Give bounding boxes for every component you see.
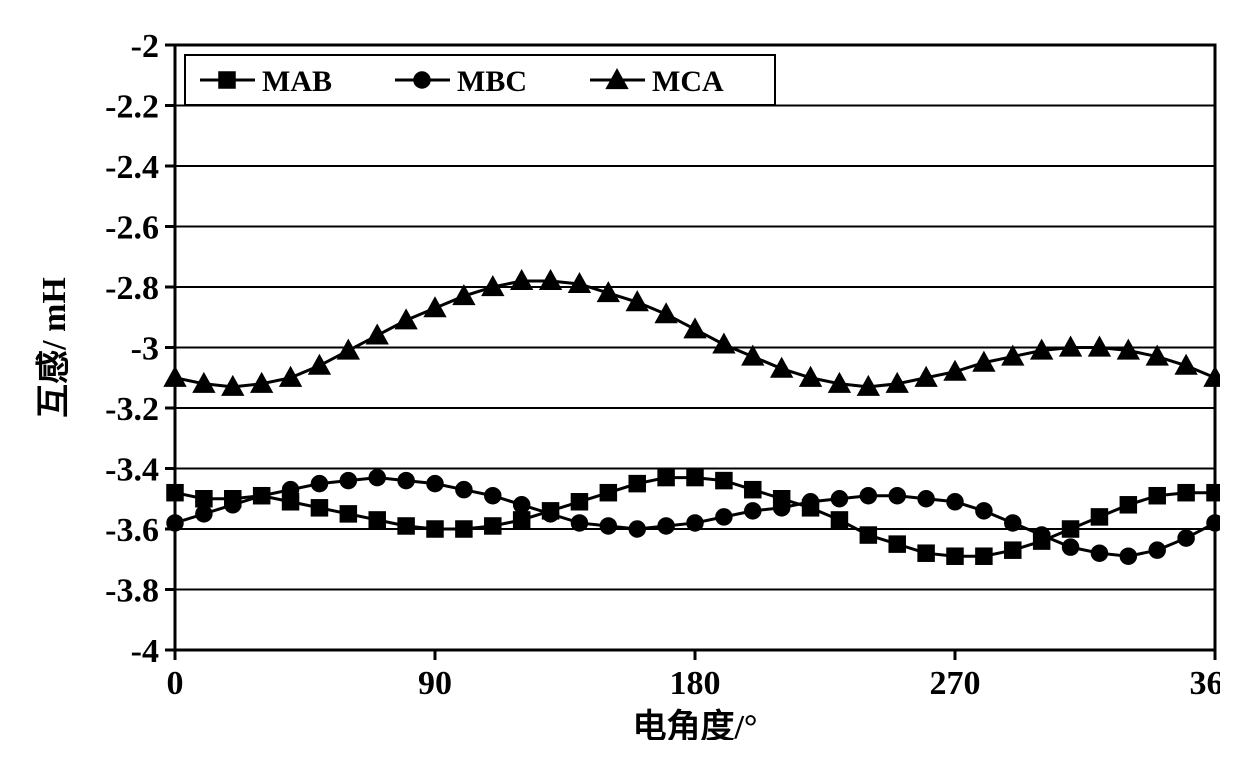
svg-text:-2.6: -2.6 xyxy=(105,210,159,247)
svg-text:-2.4: -2.4 xyxy=(105,149,159,186)
svg-text:-3.2: -3.2 xyxy=(105,391,159,428)
svg-text:180: 180 xyxy=(670,665,721,702)
svg-text:0: 0 xyxy=(167,665,184,702)
svg-text:360: 360 xyxy=(1190,665,1221,702)
y-axis-label: 互感/ mH xyxy=(35,277,73,418)
svg-text:-2: -2 xyxy=(131,28,159,65)
svg-text:-2.2: -2.2 xyxy=(105,89,159,126)
x-axis-label: 电角度/° xyxy=(632,708,757,740)
line-chart: 0 90 180 270 360 -4 -3.8 -3.6 -3.4 -3.2 -3 -2.8 -2.6… xyxy=(20,20,1220,740)
svg-text:-4: -4 xyxy=(131,633,159,670)
legend-label-MAB: MAB xyxy=(262,65,332,98)
svg-text:270: 270 xyxy=(930,665,981,702)
legend-label-MBC: MBC xyxy=(457,65,527,98)
svg-text:90: 90 xyxy=(418,665,452,702)
legend: MAB MBC MCA xyxy=(185,55,775,105)
svg-text:-3: -3 xyxy=(131,331,159,368)
chart-container: 0 90 180 270 360 -4 -3.8 -3.6 -3.4 -3.2 -3 -2.8 -2.6… xyxy=(20,20,1220,740)
svg-text:-3.8: -3.8 xyxy=(105,573,159,610)
svg-text:-2.8: -2.8 xyxy=(105,270,159,307)
svg-text:-3.6: -3.6 xyxy=(105,512,159,549)
legend-label-MCA: MCA xyxy=(652,65,724,98)
svg-text:-3.4: -3.4 xyxy=(105,452,159,489)
